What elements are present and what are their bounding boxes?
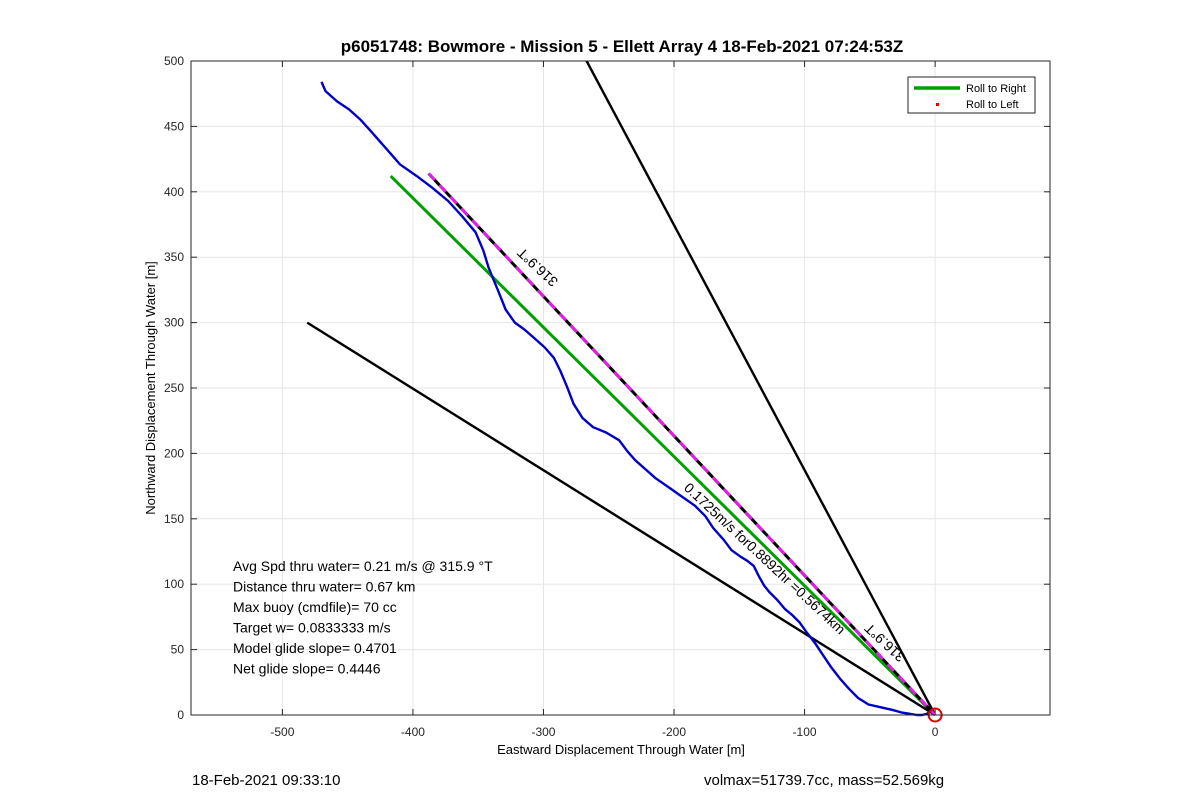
- x-axis-label: Eastward Displacement Through Water [m]: [497, 742, 745, 757]
- y-tick-label: 150: [164, 512, 184, 526]
- y-tick-label: 100: [164, 577, 184, 591]
- y-axis-label: Northward Displacement Through Water [m]: [143, 261, 158, 515]
- y-tick-label: 50: [171, 643, 185, 657]
- envelope-line: [306, 321, 936, 717]
- y-tick-label: 500: [164, 54, 184, 68]
- y-tick-label: 250: [164, 381, 184, 395]
- y-tick-label: 350: [164, 250, 184, 264]
- x-tick-label: -100: [793, 725, 817, 739]
- stats-line: Avg Spd thru water= 0.21 m/s @ 315.9 °T: [233, 558, 493, 574]
- x-tick-label: 0: [932, 725, 939, 739]
- footer-volume-mass: volmax=51739.7cc, mass=52.569kg: [704, 772, 945, 789]
- legend: Roll to Right Roll to Left: [907, 76, 1036, 114]
- y-tick-label: 200: [164, 446, 184, 460]
- dashed-heading-line: [427, 172, 937, 717]
- roll-to-right-line: [389, 175, 937, 717]
- footer-timestamp: 18-Feb-2021 09:33:10: [192, 772, 341, 789]
- x-tick-label: -200: [662, 725, 686, 739]
- legend-box: [907, 76, 1036, 114]
- x-tick-label: -400: [401, 725, 425, 739]
- stats-line: Model glide slope= 0.4701: [233, 640, 397, 656]
- envelope-line: [585, 60, 937, 716]
- plot-area: -500 -400 -300 -200 -100 0 0 50 100 150 200 250 300 3…: [164, 54, 1051, 739]
- glider-track-line: [320, 81, 933, 717]
- chart-title: p6051748: Bowmore - Mission 5 - Ellett A…: [341, 37, 904, 56]
- legend-label-roll-right: Roll to Right: [966, 83, 1026, 95]
- legend-label-roll-left: Roll to Left: [966, 99, 1019, 111]
- stats-line: Distance thru water= 0.67 km: [233, 579, 415, 595]
- y-tick-label: 450: [164, 119, 184, 133]
- y-tick-label: 300: [164, 316, 184, 330]
- y-tick-label: 0: [177, 708, 184, 722]
- x-tick-label: -500: [270, 725, 294, 739]
- stats-line: Net glide slope= 0.4446: [233, 661, 381, 677]
- stats-line: Max buoy (cmdfile)= 70 cc: [233, 599, 397, 615]
- plot-frame: [190, 60, 1051, 716]
- stats-line: Target w= 0.0833333 m/s: [233, 620, 391, 636]
- legend-swatch-roll-left: [936, 103, 939, 106]
- y-tick-label: 400: [164, 185, 184, 199]
- x-tick-label: -300: [531, 725, 555, 739]
